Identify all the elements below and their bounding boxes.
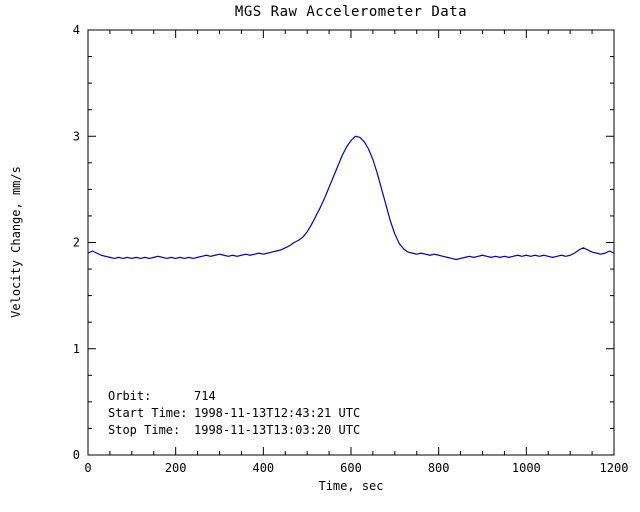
- y-axis-label: Velocity Change, mm/s: [9, 166, 23, 318]
- velocity-change-line: [87, 135, 615, 261]
- y-tick-label: 4: [73, 23, 80, 37]
- y-tick-label: 3: [73, 129, 80, 143]
- x-axis-label: Time, sec: [318, 479, 383, 493]
- chart-title: MGS Raw Accelerometer Data: [235, 4, 467, 20]
- x-tick-label: 1000: [512, 461, 541, 475]
- y-tick-label: 0: [73, 448, 80, 462]
- x-tick-label: 800: [428, 461, 450, 475]
- annotation-stop-time-label: Stop Time:: [108, 423, 180, 437]
- x-tick-label: 1200: [600, 461, 629, 475]
- plot-dynamic-layer: 0 200 400 600 800 1000 1200 0 1 2 3 4: [73, 23, 629, 475]
- x-tick-label: 0: [84, 461, 91, 475]
- x-tick-label: 200: [165, 461, 187, 475]
- plot-box: [87, 29, 615, 456]
- y-tick-label: 2: [73, 236, 80, 250]
- annotation-start-time-label: Start Time:: [108, 406, 187, 420]
- annotation-orbit-value: 714: [194, 389, 216, 403]
- annotation-start-time-value: 1998-11-13T12:43:21 UTC: [194, 406, 360, 420]
- x-tick-label: 600: [340, 461, 362, 475]
- y-tick-label: 1: [73, 342, 80, 356]
- annotation-orbit-label: Orbit:: [108, 389, 151, 403]
- x-tick-label: 400: [252, 461, 274, 475]
- annotation-stop-time-value: 1998-11-13T13:03:20 UTC: [194, 423, 360, 437]
